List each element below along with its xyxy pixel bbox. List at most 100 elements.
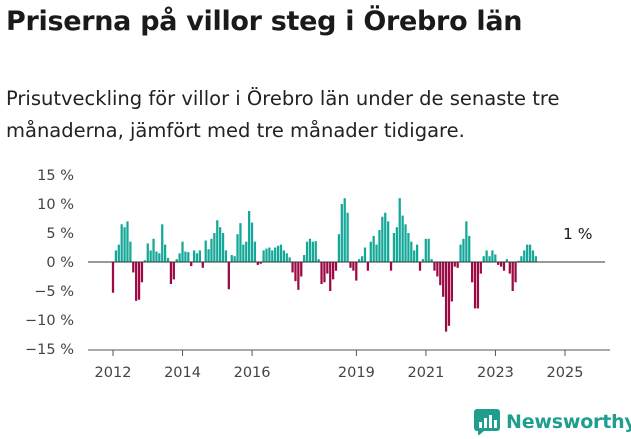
bar [334, 262, 338, 271]
bar [137, 262, 141, 300]
bar [415, 244, 419, 262]
bar [407, 233, 410, 262]
bar [511, 262, 514, 291]
bar [192, 250, 196, 262]
bar [531, 250, 535, 262]
bar [473, 262, 477, 309]
bar [169, 262, 173, 285]
bar [514, 262, 517, 283]
bar [413, 250, 416, 262]
bar [381, 216, 384, 262]
bar [158, 253, 161, 262]
bar [132, 262, 135, 273]
bar [471, 262, 474, 283]
bar [253, 241, 257, 262]
bar [184, 251, 187, 262]
bar [187, 252, 190, 262]
x-tick-label: 2023 [477, 365, 514, 381]
chart-subtitle: Prisutveckling för villor i Örebro län u… [6, 87, 560, 142]
bar [230, 255, 233, 262]
bar [439, 262, 442, 286]
bar [149, 250, 152, 262]
bar [181, 241, 184, 262]
bar [233, 256, 236, 262]
bar [143, 260, 146, 262]
bar [250, 222, 254, 262]
bar [491, 250, 494, 262]
bar [404, 224, 407, 262]
newsworthy-icon [474, 409, 500, 435]
bar [462, 238, 465, 262]
x-tick-label: 2014 [164, 365, 201, 381]
bar [195, 253, 199, 262]
bar [476, 262, 480, 309]
bar [204, 240, 207, 262]
bar [520, 256, 523, 262]
y-tick-label: −15 % [25, 342, 74, 358]
bar [152, 238, 155, 262]
bar [508, 262, 511, 274]
bar [430, 259, 433, 262]
bar [343, 198, 346, 262]
bar [340, 204, 343, 262]
bar [123, 227, 126, 262]
bar [265, 248, 268, 262]
bar [442, 262, 445, 297]
x-tick-label: 2016 [234, 365, 271, 381]
chart-title: Priserna på villor steg i Örebro län [6, 6, 523, 37]
bar [210, 238, 213, 262]
y-tick-label: −10 % [25, 313, 74, 329]
bar [164, 244, 167, 262]
bar [392, 233, 396, 262]
bar [303, 255, 306, 262]
bar [207, 249, 210, 262]
bar [369, 241, 372, 262]
bar [236, 234, 239, 262]
bar [172, 262, 175, 280]
bar [285, 253, 288, 262]
bar [398, 198, 401, 262]
bar [245, 241, 248, 262]
bar [216, 220, 219, 262]
bar [459, 244, 462, 262]
bar [410, 241, 413, 262]
bar [288, 257, 291, 262]
bar [355, 262, 358, 281]
bar [494, 254, 497, 262]
bar [528, 244, 532, 262]
bar [421, 259, 425, 262]
bar [479, 262, 482, 274]
bar [274, 247, 277, 262]
bar [450, 262, 453, 302]
bar [389, 262, 393, 271]
bar [311, 241, 314, 262]
bar [387, 221, 390, 262]
y-tick-label: −5 % [34, 284, 74, 300]
bar [482, 256, 485, 262]
bar [444, 262, 448, 332]
bar [360, 256, 364, 262]
annotation-label: 1 % [563, 225, 593, 243]
bar [308, 238, 312, 262]
bar [395, 227, 398, 262]
bar [114, 250, 118, 262]
bar [447, 262, 451, 326]
bar [178, 253, 181, 262]
bar [497, 262, 500, 265]
bar [456, 262, 459, 268]
bar [424, 238, 427, 262]
bar [378, 230, 381, 262]
bar [418, 262, 422, 271]
bar [129, 241, 132, 262]
bar [221, 233, 225, 262]
bar [259, 262, 262, 264]
bar [166, 257, 170, 262]
bar [248, 210, 251, 262]
bar [433, 262, 436, 271]
bar [488, 256, 491, 262]
y-tick-label: 10 % [37, 197, 74, 213]
bar [401, 215, 404, 262]
bar [291, 262, 294, 273]
bar [526, 244, 529, 262]
